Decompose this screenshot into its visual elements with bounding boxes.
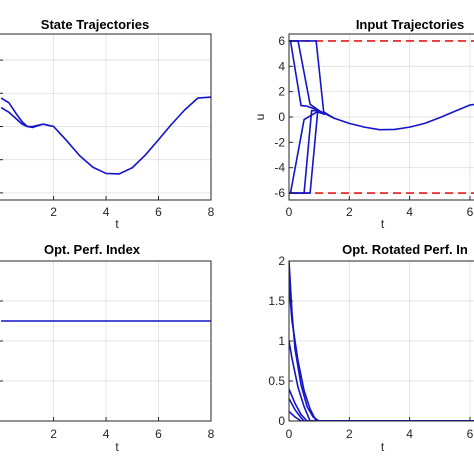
x-tick-label: 8 bbox=[208, 427, 215, 441]
subplot-title: Opt. Perf. Index bbox=[44, 242, 141, 257]
x-tick-label: 4 bbox=[103, 427, 110, 441]
series-line-6 bbox=[289, 410, 474, 421]
y-tick-label: 2 bbox=[278, 85, 285, 99]
series-line-1 bbox=[289, 40, 474, 131]
x-tick-label: 6 bbox=[155, 427, 162, 441]
series-line-2 bbox=[289, 40, 320, 112]
x-tick-label: 4 bbox=[406, 205, 413, 219]
x-tick-label: 0 bbox=[286, 427, 293, 441]
series-line-4 bbox=[289, 388, 474, 421]
x-axis-label: t bbox=[381, 440, 385, 454]
subplot-2: 0 2 4 6 -6 -4 -2 0 2 4 6 Input Trajectories t u bbox=[253, 17, 474, 231]
subplot-1: 2 4 6 8 State Trajectories t bbox=[0, 17, 215, 231]
y-tick-label: 2 bbox=[278, 254, 285, 268]
y-tick-label: 0 bbox=[278, 110, 285, 124]
x-axis-label: t bbox=[115, 217, 119, 231]
y-tick-label: -2 bbox=[274, 135, 285, 149]
y-tick-label: -6 bbox=[274, 186, 285, 200]
series-line-3 bbox=[289, 340, 474, 421]
x-tick-label: 2 bbox=[50, 427, 57, 441]
x-tick-label: 6 bbox=[467, 205, 474, 219]
y-axis-label: u bbox=[253, 114, 267, 121]
x-tick-label: 6 bbox=[467, 427, 474, 441]
x-axis-label: t bbox=[381, 217, 385, 231]
x-axis-label: t bbox=[115, 440, 119, 454]
subplot-title: Opt. Rotated Perf. In bbox=[342, 242, 468, 257]
series-line-2 bbox=[289, 284, 474, 421]
y-tick-label: 0 bbox=[278, 414, 285, 428]
y-tick-label: -4 bbox=[274, 161, 285, 175]
subplot-title: State Trajectories bbox=[41, 17, 149, 32]
y-tick-label: 6 bbox=[278, 34, 285, 48]
series-line-2 bbox=[0, 106, 54, 128]
y-tick-label: 1 bbox=[278, 334, 285, 348]
x-tick-label: 2 bbox=[50, 205, 57, 219]
series-line-3 bbox=[289, 40, 335, 119]
y-tick-label: 0.5 bbox=[268, 374, 285, 388]
subplot-3: 2 4 6 8 Opt. Perf. Index t bbox=[0, 242, 215, 454]
axes-box bbox=[0, 260, 212, 422]
x-tick-label: 2 bbox=[346, 205, 353, 219]
x-tick-label: 4 bbox=[103, 205, 110, 219]
series-line-5 bbox=[289, 398, 474, 421]
y-tick-label: 1.5 bbox=[268, 294, 285, 308]
subplot-title: Input Trajectories bbox=[356, 17, 464, 32]
axes-box bbox=[0, 33, 212, 201]
series-line-6 bbox=[289, 111, 326, 194]
y-tick-label: 4 bbox=[278, 59, 285, 73]
x-tick-label: 2 bbox=[346, 427, 353, 441]
subplot-4: 0 2 4 6 0 0.5 1 1.5 2 Opt. Rotated Perf. In t bbox=[268, 242, 474, 454]
x-tick-label: 4 bbox=[406, 427, 413, 441]
x-tick-label: 6 bbox=[155, 205, 162, 219]
x-tick-label: 8 bbox=[208, 205, 215, 219]
series-line-1 bbox=[0, 96, 211, 175]
x-tick-label: 0 bbox=[286, 205, 293, 219]
